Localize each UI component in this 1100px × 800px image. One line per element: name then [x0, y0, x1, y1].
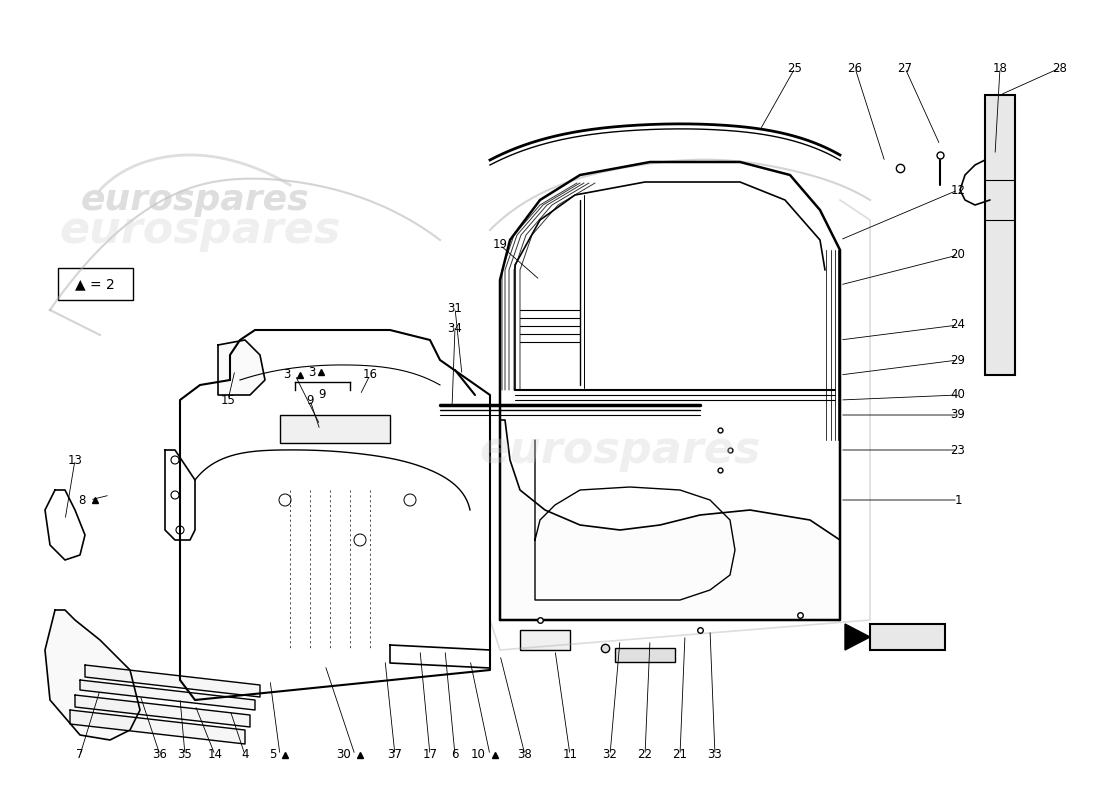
Text: 18: 18 [992, 62, 1008, 74]
Text: 39: 39 [950, 409, 966, 422]
Text: 1: 1 [955, 494, 961, 506]
Polygon shape [218, 340, 265, 395]
Text: 34: 34 [448, 322, 462, 334]
Bar [615, 648, 675, 662]
Text: 13: 13 [67, 454, 82, 466]
Text: 10: 10 [471, 749, 486, 762]
Bar [520, 630, 570, 650]
Text: 12: 12 [950, 183, 966, 197]
Text: 14: 14 [208, 749, 222, 762]
Text: ▲ = 2: ▲ = 2 [75, 277, 114, 291]
Text: 38: 38 [518, 749, 532, 762]
Text: 27: 27 [898, 62, 913, 74]
Text: 25: 25 [788, 62, 802, 74]
Polygon shape [500, 420, 840, 620]
Text: 24: 24 [950, 318, 966, 331]
Text: 9: 9 [306, 394, 313, 406]
Polygon shape [845, 624, 870, 650]
Polygon shape [70, 710, 245, 744]
Text: eurospares: eurospares [480, 429, 761, 471]
Bar [870, 624, 945, 650]
Text: 40: 40 [950, 389, 966, 402]
Text: 33: 33 [707, 749, 723, 762]
Text: 28: 28 [1053, 62, 1067, 74]
Polygon shape [45, 610, 140, 740]
Text: 31: 31 [448, 302, 462, 314]
Text: 3: 3 [309, 366, 316, 378]
Text: 22: 22 [638, 749, 652, 762]
Text: 32: 32 [603, 749, 617, 762]
Text: 23: 23 [950, 443, 966, 457]
Text: eurospares: eurospares [59, 209, 341, 251]
Polygon shape [75, 695, 250, 727]
Text: 16: 16 [363, 369, 377, 382]
Text: 7: 7 [76, 749, 84, 762]
Text: 11: 11 [562, 749, 578, 762]
Text: 21: 21 [672, 749, 688, 762]
Text: 5: 5 [268, 749, 276, 762]
Text: 3: 3 [284, 369, 292, 382]
Text: 19: 19 [493, 238, 507, 251]
Bar [280, 415, 390, 443]
Text: 9: 9 [318, 389, 326, 402]
Text: 26: 26 [847, 62, 862, 74]
Bar [58, 268, 133, 300]
Text: eurospares: eurospares [80, 183, 309, 217]
Polygon shape [85, 665, 260, 697]
Text: 20: 20 [950, 249, 966, 262]
Text: 17: 17 [422, 749, 438, 762]
Polygon shape [80, 680, 255, 710]
Text: 15: 15 [221, 394, 235, 406]
Text: 30: 30 [337, 749, 351, 762]
Bar [984, 95, 1015, 375]
Text: 6: 6 [451, 749, 459, 762]
Text: 36: 36 [153, 749, 167, 762]
Text: 37: 37 [387, 749, 403, 762]
Text: 29: 29 [950, 354, 966, 366]
Text: 8: 8 [78, 494, 86, 506]
Text: 4: 4 [241, 749, 249, 762]
Text: 35: 35 [177, 749, 192, 762]
